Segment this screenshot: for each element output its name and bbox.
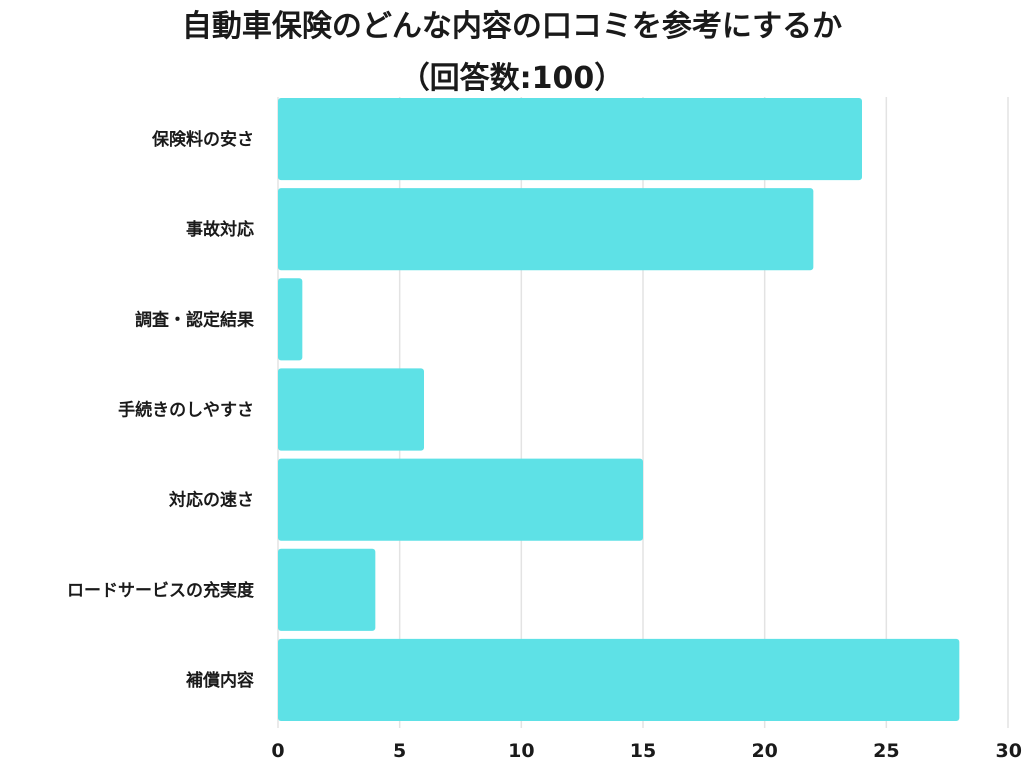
bar-5	[278, 458, 643, 541]
category-label-2: 事故対応	[186, 219, 254, 240]
x-tick-label-15: 15	[630, 740, 656, 762]
bar-1	[278, 98, 862, 181]
category-labels: 保険料の安さ事故対応調査・認定結果手続きのしやすさ対応の速さロードサービスの充実…	[67, 129, 255, 691]
x-tick-label-30: 30	[996, 740, 1022, 762]
bar-3	[278, 278, 303, 361]
category-label-6: ロードサービスの充実度	[67, 580, 255, 601]
category-label-5: 対応の速さ	[168, 490, 254, 511]
x-tick-labels: 0 5 10 15 20 25 30	[271, 740, 1022, 762]
x-tick-label-0: 0	[271, 740, 284, 762]
x-tick-label-25: 25	[873, 740, 899, 762]
x-tick-label-5: 5	[393, 740, 406, 762]
category-label-1: 保険料の安さ	[151, 129, 254, 150]
x-tick-label-10: 10	[508, 740, 534, 762]
chart-subtitle: （回答数:100）	[399, 61, 625, 96]
chart-title-block: 自動車保険のどんな内容の口コミを参考にするか （回答数:100）	[0, 4, 1024, 102]
bar-4	[278, 368, 424, 451]
chart-title: 自動車保険のどんな内容の口コミを参考にするか	[181, 9, 843, 44]
bars	[278, 98, 960, 721]
category-label-3: 調査・認定結果	[135, 309, 254, 330]
x-tick-label-20: 20	[751, 740, 777, 762]
category-label-4: 手続きのしやすさ	[118, 400, 254, 421]
bar-6	[278, 548, 376, 631]
bar-2	[278, 188, 814, 271]
category-label-7: 補償内容	[185, 670, 254, 691]
bar-7	[278, 638, 960, 721]
